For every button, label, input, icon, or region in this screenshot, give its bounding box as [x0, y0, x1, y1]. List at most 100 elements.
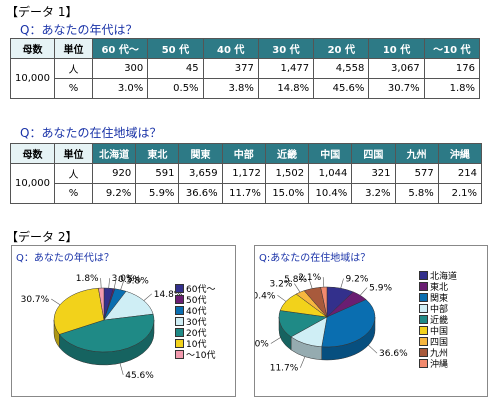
pie-data-label: 1.8%	[76, 274, 99, 284]
legend-label: 四国	[430, 338, 449, 348]
mother-header: 母数	[10, 38, 55, 59]
age-header-cell: 60 代～	[91, 38, 149, 59]
legend-label: 20代	[186, 329, 207, 339]
age-percent-cell: 0.5%	[147, 78, 204, 99]
pie-data-label: 9.2%	[346, 275, 369, 285]
region-percent-cell: 36.6%	[178, 183, 223, 204]
age-percent-cell: 3.0%	[91, 78, 149, 99]
legend-label: 北海道	[430, 272, 458, 282]
age-people-row: 10,000 人 300 45 377 1,477 4,558 3,067 17…	[10, 58, 481, 99]
pie-leader-line	[322, 277, 325, 288]
section-2-heading: 【データ 2】	[6, 230, 78, 244]
region-header-cell: 北海道	[91, 143, 137, 164]
region-people-cell: 1,172	[221, 163, 266, 184]
legend-swatch	[419, 282, 428, 291]
age-header-cell: ～10 代	[423, 38, 481, 59]
unit-people: 人	[54, 163, 93, 184]
age-percent-cell: 30.7%	[368, 78, 425, 99]
pie-data-label: 36.6%	[379, 349, 408, 359]
pie-data-label: 0.5%	[118, 275, 141, 285]
region-header-cell: 中部	[221, 143, 266, 164]
legend-swatch	[175, 328, 184, 337]
legend-label: 沖縄	[430, 360, 449, 370]
pie-data-label: 3.0%	[112, 274, 135, 284]
age-pie-panel: Q：あなたの年代は？ 3.0% 0.5% 3.8% 14.8% 45.6% 30.7% 1.…	[11, 245, 236, 397]
legend-swatch	[175, 339, 184, 348]
pie-leader-line	[368, 344, 378, 354]
legend-swatch	[419, 293, 428, 302]
pie-leader-line	[113, 278, 117, 289]
region-header-cell: 近畿	[264, 143, 310, 164]
legend-label: 40代	[186, 307, 207, 317]
pie-data-label: 14.8%	[154, 290, 183, 300]
region-people-cell: 3,659	[178, 163, 223, 184]
pie-data-label: 15.0%	[255, 340, 269, 350]
region-people-cell: 321	[351, 163, 396, 184]
age-people-cell: 377	[202, 58, 259, 79]
legend-swatch	[175, 317, 184, 326]
age-people-cell: 1,477	[257, 58, 315, 79]
legend-label: 50代	[186, 296, 207, 306]
region-header-cell: 中国	[308, 143, 353, 164]
pie-leader-line	[308, 278, 313, 289]
legend-swatch	[175, 284, 184, 293]
region-question: Q：あなたの在住地域は？	[20, 126, 162, 140]
unit-percent: %	[54, 78, 93, 99]
pie-slice	[58, 313, 155, 353]
unit-percent: %	[54, 183, 93, 204]
region-people-cell: 920	[91, 163, 137, 184]
legend-swatch	[419, 315, 428, 324]
region-header-cell: 四国	[351, 143, 396, 164]
region-people-cell: 577	[394, 163, 439, 184]
region-percent-cell: 5.8%	[394, 183, 439, 204]
region-header-cell: 九州	[394, 143, 439, 164]
age-people-cell: 300	[91, 58, 149, 79]
region-header-cell: 東北	[135, 143, 180, 164]
pie-leader-line	[119, 363, 124, 375]
legend-swatch	[419, 359, 428, 368]
pie-leader-line	[51, 298, 61, 306]
pie-data-label: 11.7%	[270, 364, 299, 374]
age-table-header-row: 母数 単位 60 代～ 50 代 40 代 30 代 20 代 10 代 ～10…	[10, 38, 481, 59]
pie-leader-line	[108, 278, 110, 289]
region-people-row: 10,000 人 920 591 3,659 1,172 1,502 1,044…	[10, 163, 483, 204]
unit-header: 単位	[54, 38, 93, 59]
legend-label: 60代～	[186, 285, 216, 295]
region-percent-cell: 9.2%	[91, 183, 137, 204]
unit-header: 単位	[54, 143, 93, 164]
pie-leader-line	[277, 295, 287, 302]
region-percent-row: % 9.2% 5.9% 36.6% 11.7% 15.0% 10.4% 3.2%…	[11, 183, 483, 204]
region-table: 母数 単位 北海道 東北 関東 中部 近畿 中国 四国 九州 沖縄 10,000…	[10, 143, 483, 204]
pie-data-label: 30.7%	[21, 295, 50, 305]
pie-leader-line	[120, 280, 125, 290]
pie-data-label: 5.8%	[284, 275, 307, 285]
legend-label: 中国	[430, 327, 449, 337]
age-table: 母数 単位 60 代～ 50 代 40 代 30 代 20 代 10 代 ～10…	[10, 38, 481, 99]
region-header-cell: 沖縄	[437, 143, 483, 164]
region-percent-cell: 11.7%	[221, 183, 266, 204]
age-percent-cell: 3.8%	[202, 78, 259, 99]
pie-slice	[53, 287, 105, 335]
pie-leader-line	[143, 293, 152, 301]
age-people-cell: 3,067	[368, 58, 425, 79]
age-header-cell: 20 代	[313, 38, 370, 59]
legend-swatch	[419, 326, 428, 335]
mother-header: 母数	[10, 143, 55, 164]
age-percent-cell: 1.8%	[423, 78, 481, 99]
age-percent-cell: 14.8%	[257, 78, 315, 99]
region-percent-cell: 3.2%	[351, 183, 396, 204]
pie-data-label: 2.1%	[298, 273, 321, 283]
legend-label: 近畿	[430, 316, 449, 326]
region-pie-panel: Q:あなたの在住地域は？ 9.2%5.9% 36.6% 11.7% 15.0% 10.4…	[254, 245, 488, 397]
region-percent-cell: 5.9%	[135, 183, 180, 204]
legend-swatch	[419, 304, 428, 313]
age-header-cell: 40 代	[202, 38, 259, 59]
age-people-cell: 4,558	[313, 58, 370, 79]
legend-label: 10代	[186, 340, 207, 350]
legend-swatch	[419, 337, 428, 346]
legend-swatch	[175, 295, 184, 304]
mother-value: 10,000	[10, 58, 55, 99]
pie-leader-line	[270, 337, 281, 344]
region-table-header-row: 母数 単位 北海道 東北 関東 中部 近畿 中国 四国 九州 沖縄	[10, 143, 483, 164]
unit-people: 人	[54, 58, 93, 79]
